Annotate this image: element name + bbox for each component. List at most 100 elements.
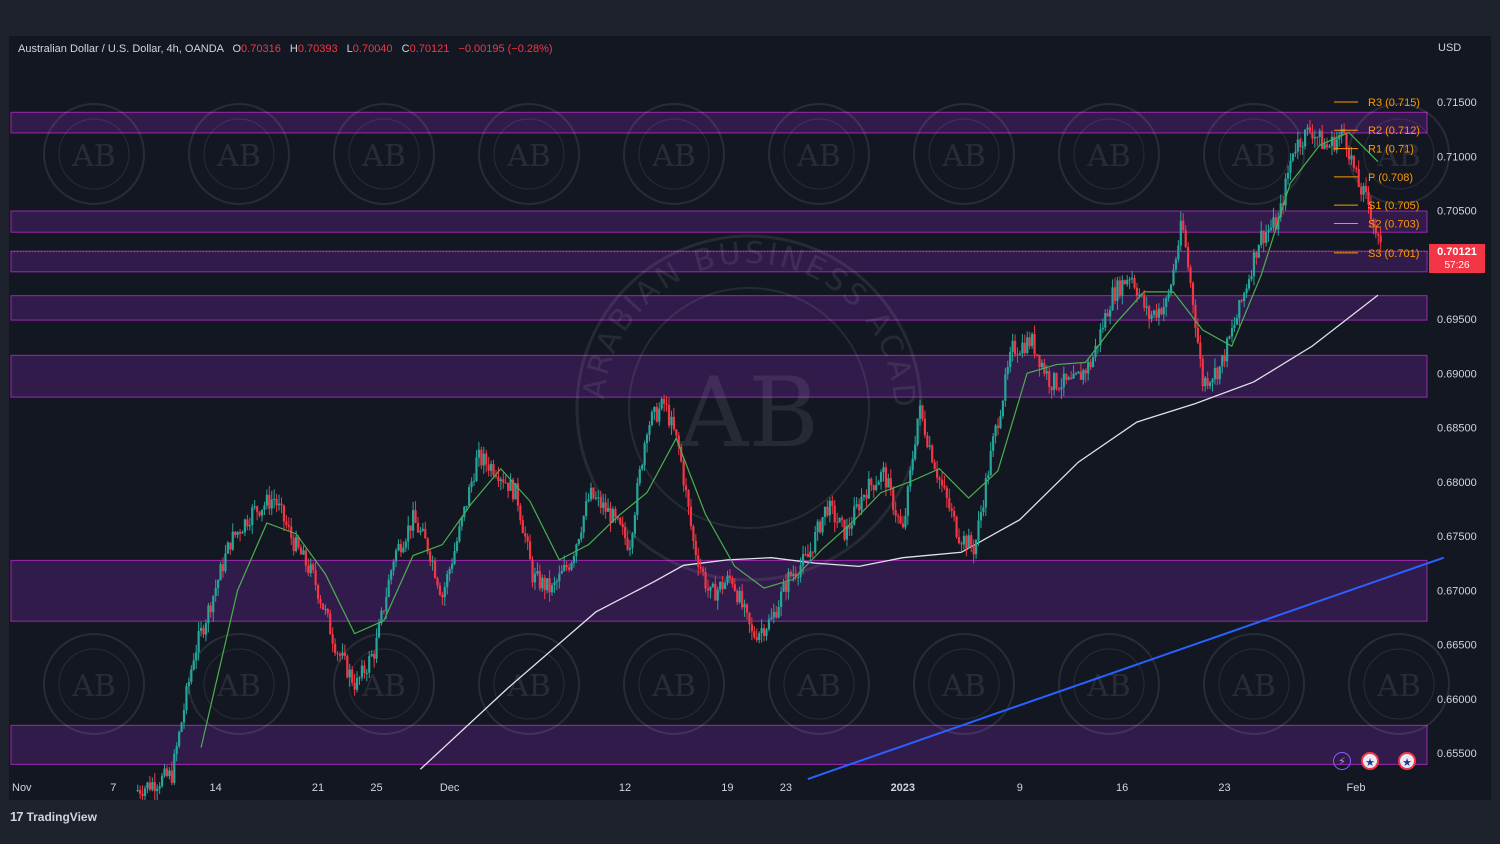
candle-body — [543, 577, 546, 591]
chart-frame[interactable]: AB AB AB AB AB AB AB AB AB AB AB AB AB AB AB AB AB AB AB AB… — [9, 36, 1491, 800]
candle — [316, 583, 320, 604]
candle-body — [989, 450, 992, 476]
candle-body — [375, 637, 378, 659]
watermark-inner-ring — [58, 118, 130, 190]
lightning-icon[interactable]: ⚡ — [1333, 752, 1351, 770]
candle — [1087, 357, 1090, 381]
candle — [1072, 365, 1075, 379]
candle-body — [197, 631, 200, 653]
candle — [1162, 298, 1165, 322]
candle — [358, 676, 361, 686]
candle — [304, 548, 307, 573]
candle-body — [309, 564, 312, 574]
candle — [624, 521, 627, 545]
candle-body — [728, 575, 732, 578]
candle — [599, 490, 602, 514]
candle — [1323, 138, 1326, 150]
candle-body — [585, 501, 588, 516]
candle — [926, 431, 929, 449]
chart-canvas[interactable]: AB AB AB AB AB AB AB AB AB AB AB AB AB AB AB AB AB AB AB AB… — [9, 36, 1491, 800]
candle-body — [733, 584, 736, 591]
candle-body — [316, 585, 320, 600]
candle-body — [295, 537, 298, 552]
candle — [906, 484, 909, 525]
candle — [329, 609, 332, 635]
candle-body — [775, 611, 778, 618]
candle-body — [336, 653, 339, 655]
candle-body — [867, 478, 870, 499]
candle — [382, 610, 385, 615]
candle — [343, 644, 346, 661]
candle — [1011, 333, 1014, 362]
candle — [468, 484, 471, 507]
candle-body — [1277, 217, 1280, 230]
candle — [901, 515, 905, 529]
candle-body — [414, 510, 417, 523]
candle — [858, 498, 861, 516]
watermark-monogram: AB — [796, 669, 841, 704]
candle — [1150, 310, 1153, 323]
candle-body — [1109, 310, 1112, 317]
candle-body — [472, 481, 476, 483]
candle — [762, 623, 766, 642]
currency-label[interactable]: USD — [1438, 42, 1462, 54]
candle-body — [677, 435, 680, 447]
watermark-inner-ring — [1363, 648, 1435, 720]
watermark-inner-ring — [203, 118, 275, 190]
candle — [199, 621, 203, 637]
candle — [299, 544, 303, 555]
candle — [1226, 336, 1229, 368]
candle-body — [797, 576, 800, 578]
candle-body — [945, 487, 948, 498]
us-flag-icon[interactable]: ★ — [1361, 752, 1379, 770]
candle — [689, 498, 693, 531]
candle-body — [955, 516, 958, 538]
candle — [1016, 347, 1019, 363]
candle — [826, 500, 829, 518]
candle — [492, 459, 495, 479]
low-label: L — [346, 43, 353, 55]
candle — [699, 558, 702, 573]
watermark-inner-ring — [638, 648, 710, 720]
candle — [565, 560, 568, 572]
candle-body — [926, 435, 929, 447]
high-value: 0.70393 — [297, 43, 338, 55]
candle-body — [531, 559, 534, 583]
candle-body — [1233, 324, 1236, 329]
candle — [260, 509, 264, 522]
candle-body — [848, 526, 851, 529]
candle — [694, 534, 697, 561]
candle — [1062, 366, 1065, 397]
time-tick: 23 — [1218, 782, 1230, 794]
watermark-seal-0-7: AB — [1058, 103, 1160, 205]
watermark-seal-0-8: AB — [1203, 103, 1305, 205]
candle-body — [358, 677, 361, 679]
candle — [1133, 274, 1136, 290]
candle-body — [365, 672, 368, 674]
candle-body — [1340, 129, 1343, 135]
candle-body — [1208, 382, 1212, 386]
watermark-monogram: AB — [506, 669, 551, 704]
watermark-ring — [1058, 103, 1160, 205]
candle — [1111, 279, 1114, 311]
candle-body — [875, 485, 878, 490]
last-price-tag: 0.70121 57:26 — [1429, 244, 1485, 273]
candle-body — [697, 555, 700, 567]
candle-body — [1313, 136, 1316, 139]
watermark-monogram: AB — [941, 669, 986, 704]
candle-body — [1226, 338, 1229, 362]
candle-body — [1379, 235, 1382, 243]
candle — [487, 456, 490, 477]
candle — [472, 473, 476, 486]
candle-body — [862, 494, 866, 497]
candle — [855, 497, 858, 509]
candle — [453, 542, 456, 566]
candle — [1201, 355, 1204, 392]
calendar-event-icon[interactable]: ★ — [1398, 752, 1416, 770]
candle — [684, 478, 688, 498]
tradingview-brand[interactable]: 17 TradingView — [10, 809, 97, 824]
candle-body — [1367, 191, 1370, 205]
candle-body — [853, 506, 856, 525]
symbol-legend[interactable]: Australian Dollar / U.S. Dollar, 4h, OAN… — [18, 43, 553, 55]
candle — [190, 665, 193, 685]
